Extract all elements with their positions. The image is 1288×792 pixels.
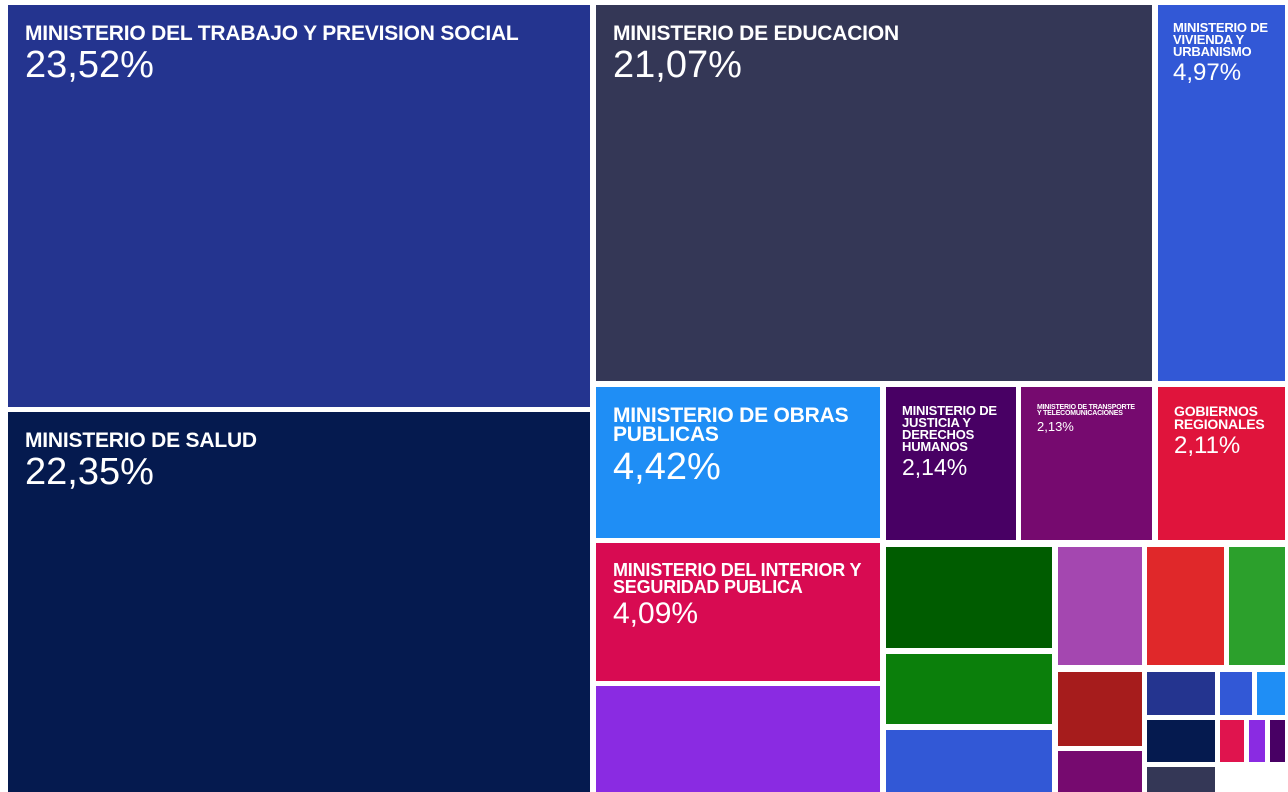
tile [886,730,1052,792]
tile [1257,672,1285,715]
tile [1058,672,1142,746]
tile: MINISTERIO DE JUSTICIA Y DERECHOS HUMANO… [886,387,1016,540]
tile-label: MINISTERIO DE OBRAS PUBLICAS [613,404,849,447]
tile-label: MINISTERIO DE SALUD [25,429,257,452]
tile-label: MINISTERIO DE JUSTICIA Y DERECHOS HUMANO… [902,403,997,454]
tile [1147,547,1224,665]
tile: MINISTERIO DE VIVIENDA Y URBANISMO 4,97% [1158,5,1285,381]
tile [1220,720,1244,762]
tile [886,654,1052,724]
tile [1249,720,1265,762]
tile [1220,672,1252,715]
tile: MINISTERIO DE EDUCACION 21,07% [596,5,1152,381]
tile-label: MINISTERIO DEL TRABAJO Y PREVISION SOCIA… [25,22,519,45]
tile: MINISTERIO DE TRANSPORTE Y TELECOMUNICAC… [1021,387,1152,540]
tile-value: 2,13% [1037,418,1074,434]
tile-label: MINISTERIO DE TRANSPORTE Y TELECOMUNICAC… [1037,404,1135,418]
tile: GOBIERNOS REGIONALES 2,11% [1158,387,1285,540]
tile [1058,751,1142,792]
tile: MINISTERIO DEL TRABAJO Y PREVISION SOCIA… [8,5,590,407]
tile [1270,720,1285,762]
tile [1229,547,1285,665]
tile-value: 21,07% [613,44,742,87]
tile-value: 4,97% [1173,58,1242,86]
tile-value: 2,14% [902,453,968,480]
tile-value: 4,09% [613,597,699,631]
tile [1147,672,1215,715]
tile [596,686,880,792]
tile-label: MINISTERIO DE EDUCACION [613,22,899,45]
tile-label: GOBIERNOS REGIONALES [1174,403,1265,432]
tile [1058,547,1142,665]
tile-value: 4,42% [613,445,721,488]
tile-value: 2,11% [1174,431,1241,459]
tile-label: MINISTERIO DE VIVIENDA Y URBANISMO [1173,20,1268,59]
tile: MINISTERIO DEL INTERIOR Y SEGURIDAD PUBL… [596,543,880,681]
tile-value: 23,52% [25,44,154,87]
tile: MINISTERIO DE SALUD 22,35% [8,412,590,792]
tile: MINISTERIO DE OBRAS PUBLICAS 4,42% [596,387,880,538]
tile [1147,720,1215,762]
tile [886,547,1052,648]
tile-label: MINISTERIO DEL INTERIOR Y SEGURIDAD PUBL… [613,560,862,597]
tile-value: 22,35% [25,451,154,494]
tile [1147,767,1215,792]
